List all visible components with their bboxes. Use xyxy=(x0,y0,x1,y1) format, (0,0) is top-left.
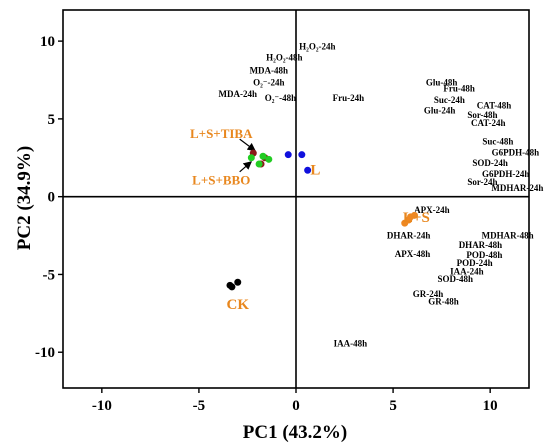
data-point xyxy=(410,211,418,219)
variable-label: CAT-48h xyxy=(477,101,512,111)
variable-label: SOD-48h xyxy=(437,274,473,284)
variable-label: MDA-48h xyxy=(250,66,289,76)
variable-label: Sor-48h xyxy=(467,110,497,120)
variable-label: IAA-48h xyxy=(334,339,368,349)
x-tick-label: 10 xyxy=(483,398,498,414)
label-arrow xyxy=(239,138,256,152)
variable-label: G6PDH-24h xyxy=(482,169,530,179)
data-point xyxy=(304,166,312,174)
label-arrow xyxy=(239,161,252,173)
data-point xyxy=(228,283,236,291)
y-axis-title: PC2 (34.9%) xyxy=(14,146,35,250)
variable-label: Fru-48h xyxy=(443,84,475,94)
variable-label: GR-24h xyxy=(413,289,444,299)
x-axis-title: PC1 (43.2%) xyxy=(243,422,347,443)
variable-label: Suc-24h xyxy=(434,95,465,105)
x-tick-label: -5 xyxy=(193,398,206,414)
variable-label: MDHAR-24h xyxy=(491,183,543,193)
group-label: L xyxy=(310,162,320,178)
data-point xyxy=(234,278,242,286)
variable-label: IAA-24h xyxy=(450,266,484,276)
group-label: L+S+TIBA xyxy=(190,126,253,141)
variable-label: Glu-48h xyxy=(426,77,458,87)
variable-label: Sor-24h xyxy=(467,177,497,187)
data-point xyxy=(259,152,267,160)
group-label: L+S xyxy=(403,210,430,226)
variable-label: MDHAR-48h xyxy=(482,231,534,241)
x-tick-label: 0 xyxy=(292,398,300,414)
y-tick-label: 5 xyxy=(48,112,56,128)
variable-label: DHAR-24h xyxy=(387,231,431,241)
variable-label: APX-48h xyxy=(395,249,431,259)
x-tick-label: -10 xyxy=(92,398,112,414)
variable-label: MDA-24h xyxy=(219,89,258,99)
variable-label: O₂⁻-24h xyxy=(253,77,284,87)
variable-label: DHAR-48h xyxy=(459,240,503,250)
variable-label: Fru-24h xyxy=(333,93,365,103)
data-point xyxy=(298,151,306,159)
variable-label: GR-48h xyxy=(428,297,459,307)
variable-label: O₂⁻-48h xyxy=(265,93,296,103)
variable-label: CAT-24h xyxy=(471,118,506,128)
variable-label: POD-48h xyxy=(466,250,502,260)
group-label: CK xyxy=(227,297,250,313)
data-point xyxy=(255,160,263,168)
variable-label: Suc-48h xyxy=(482,136,513,146)
group-label: L+S+BBO xyxy=(192,173,250,188)
variable-label: H₂O₂-48h xyxy=(266,52,302,62)
variable-label: H₂O₂-24h xyxy=(299,42,335,52)
data-point xyxy=(247,154,255,162)
x-tick-label: 5 xyxy=(389,398,397,414)
variable-label: SOD-24h xyxy=(472,158,508,168)
y-tick-label: -5 xyxy=(43,267,56,283)
y-tick-label: 0 xyxy=(48,190,56,206)
variable-label: G6PDH-48h xyxy=(492,147,540,157)
y-tick-label: 10 xyxy=(40,34,55,50)
variable-label: Glu-24h xyxy=(424,105,456,115)
variable-label: APX-24h xyxy=(414,205,450,215)
variable-label: POD-24h xyxy=(457,258,493,268)
data-point xyxy=(265,155,273,163)
y-tick-label: -10 xyxy=(35,345,55,361)
data-point xyxy=(284,151,292,159)
